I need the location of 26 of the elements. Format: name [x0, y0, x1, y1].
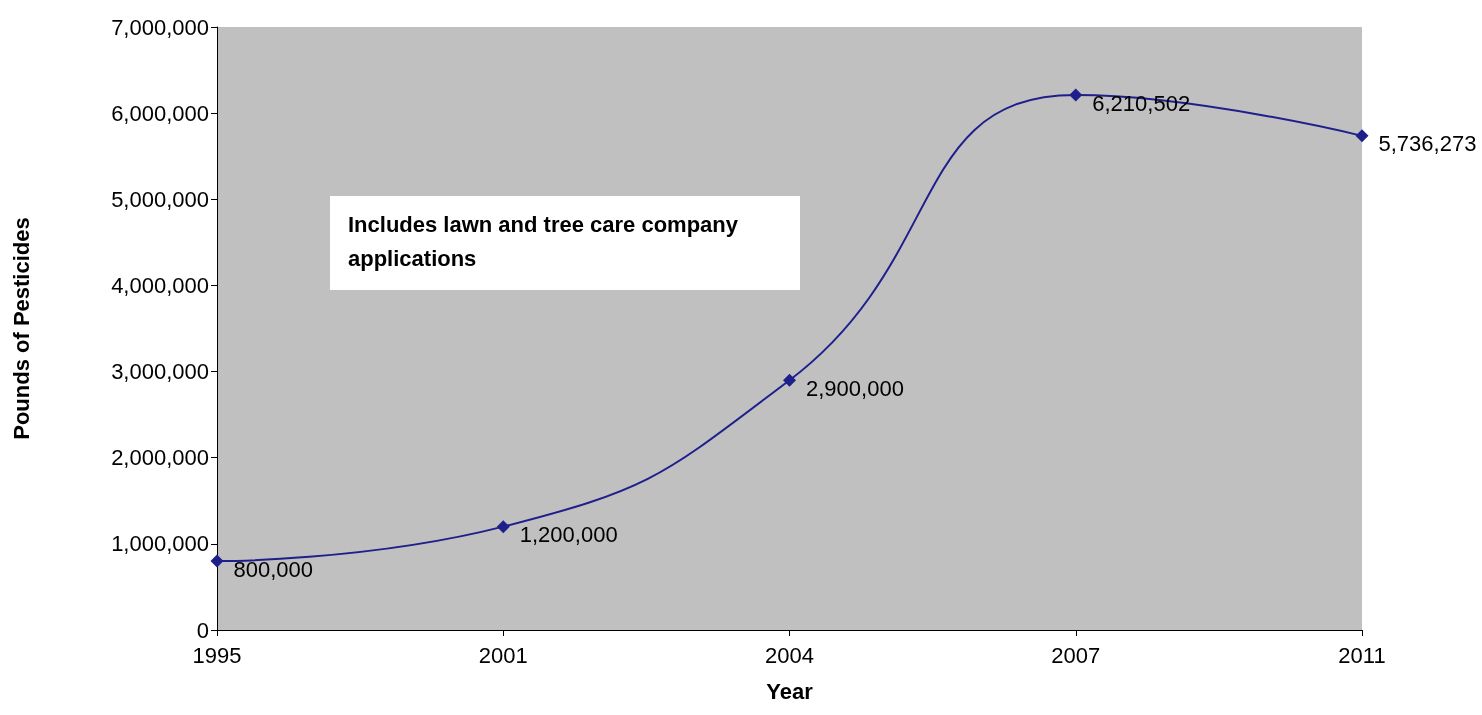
- annotation: Includes lawn and tree care company applications: [348, 211, 740, 273]
- y-axis-title: Pounds of Pesticides: [8, 217, 34, 440]
- y-tick-label: 2,000,000: [111, 445, 209, 471]
- data-label: 2,900,000: [806, 375, 904, 401]
- y-tick-label: 4,000,000: [111, 272, 209, 298]
- x-tick-label: 2001: [478, 642, 528, 668]
- y-tick-label: 7,000,000: [111, 14, 209, 40]
- data-label: 5,736,273: [1378, 131, 1477, 157]
- x-tick-label: 2007: [1051, 642, 1101, 668]
- y-tick-label: 6,000,000: [111, 100, 209, 126]
- data-label: 6,210,502: [1092, 90, 1191, 116]
- point: [1069, 88, 1083, 102]
- y-tick-label: 3,000,000: [111, 359, 209, 385]
- y-tick-label: 1,000,000: [111, 531, 209, 557]
- point: [210, 554, 224, 568]
- y-tick-label: 5,000,000: [111, 186, 209, 212]
- point: [783, 373, 796, 387]
- x-axis-title: Year: [766, 678, 814, 704]
- x-tick-label: 2011: [1338, 642, 1386, 668]
- point: [1355, 129, 1369, 143]
- data-label: 1,200,000: [519, 522, 618, 548]
- x-tick-label: 2004: [765, 642, 814, 668]
- y-tick-label: 0: [196, 617, 209, 643]
- point: [496, 520, 510, 534]
- x-tick-label: 1995: [192, 642, 242, 668]
- data-label: 800,000: [233, 556, 314, 582]
